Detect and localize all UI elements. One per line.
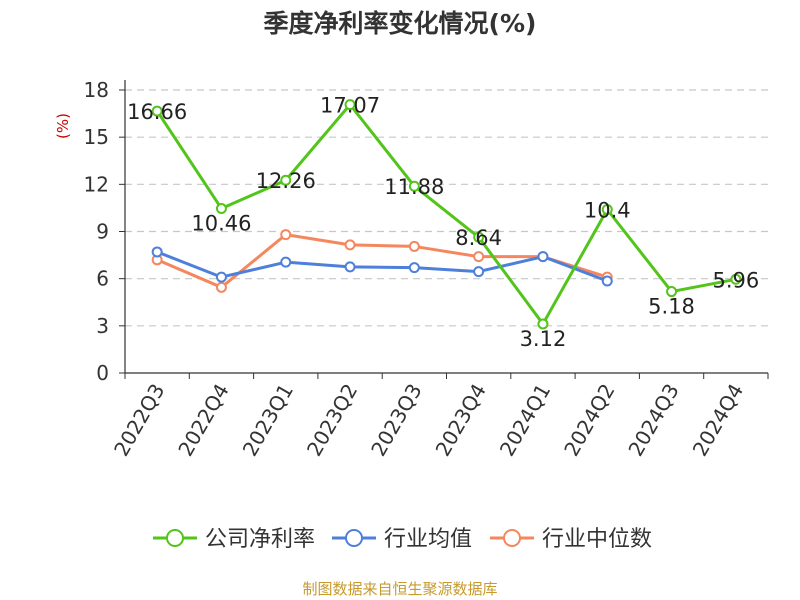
x-tick-label: 2023Q1 xyxy=(238,380,298,461)
legend-label: 公司净利率 xyxy=(205,527,315,552)
data-point xyxy=(215,203,227,215)
y-axis-label: (%) xyxy=(54,113,72,139)
legend-item: 公司净利率 xyxy=(153,527,315,552)
x-tick-label: 2023Q3 xyxy=(366,380,426,461)
data-point xyxy=(537,251,549,263)
x-tick-label: 2024Q4 xyxy=(688,380,748,461)
x-tick-label: 2022Q4 xyxy=(173,380,233,461)
data-point xyxy=(408,180,420,192)
data-point xyxy=(666,286,678,298)
y-tick-label: 6 xyxy=(96,267,109,291)
data-label: 3.12 xyxy=(520,327,567,351)
data-point xyxy=(601,203,613,215)
data-label: 5.96 xyxy=(712,268,759,292)
y-tick-label: 12 xyxy=(84,172,109,196)
data-label: 10.4 xyxy=(584,198,631,222)
data-point xyxy=(215,281,227,293)
data-point xyxy=(473,231,485,243)
data-label: 8.64 xyxy=(455,226,502,250)
legend-marker xyxy=(503,529,521,547)
series-line xyxy=(156,233,608,289)
data-label: 16.66 xyxy=(127,100,187,124)
legend-marker xyxy=(166,529,184,547)
data-point xyxy=(408,240,420,252)
series-group xyxy=(151,246,613,287)
y-tick-label: 0 xyxy=(96,361,109,385)
source-note: 制图数据来自恒生聚源数据库 xyxy=(302,580,497,598)
data-point xyxy=(215,271,227,283)
legend-label: 行业中位数 xyxy=(542,527,652,552)
y-tick-label: 9 xyxy=(96,220,109,244)
x-tick-label: 2024Q1 xyxy=(495,380,555,461)
data-point xyxy=(473,251,485,263)
x-tick-label: 2023Q4 xyxy=(431,380,491,461)
data-label: 10.46 xyxy=(191,212,251,236)
legend-marker xyxy=(345,529,363,547)
data-label: 12.26 xyxy=(256,169,316,193)
x-tick-label: 2024Q2 xyxy=(559,380,619,461)
data-label: 17.07 xyxy=(320,94,380,118)
y-tick-label: 15 xyxy=(84,125,109,149)
y-tick-label: 18 xyxy=(84,78,109,102)
data-point xyxy=(344,99,356,111)
chart-title: 季度净利率变化情况(%) xyxy=(264,9,537,38)
data-point xyxy=(537,318,549,330)
series-line xyxy=(155,103,737,326)
series-line xyxy=(156,250,608,283)
legend: 公司净利率 行业均值 行业中位数 xyxy=(153,527,652,552)
x-tick-label: 2022Q3 xyxy=(109,380,169,461)
data-point xyxy=(280,174,292,186)
x-tick-label: 2023Q2 xyxy=(302,380,362,461)
data-point xyxy=(344,239,356,251)
y-tick-label: 3 xyxy=(96,314,109,338)
x-tick-label: 2024Q3 xyxy=(623,380,683,461)
legend-item: 行业均值 xyxy=(332,527,472,552)
data-point xyxy=(408,262,420,274)
legend-item: 行业中位数 xyxy=(490,527,652,552)
series-group xyxy=(151,99,742,330)
data-point xyxy=(344,261,356,273)
data-point xyxy=(473,266,485,278)
series-lines xyxy=(151,99,742,330)
data-label: 11.88 xyxy=(384,175,444,199)
data-point xyxy=(730,273,742,285)
data-point xyxy=(151,105,163,117)
data-point xyxy=(280,256,292,268)
data-point xyxy=(151,246,163,258)
legend-label: 行业均值 xyxy=(384,527,472,552)
data-label: 5.18 xyxy=(648,295,695,319)
data-point xyxy=(601,275,613,287)
data-point xyxy=(280,229,292,241)
